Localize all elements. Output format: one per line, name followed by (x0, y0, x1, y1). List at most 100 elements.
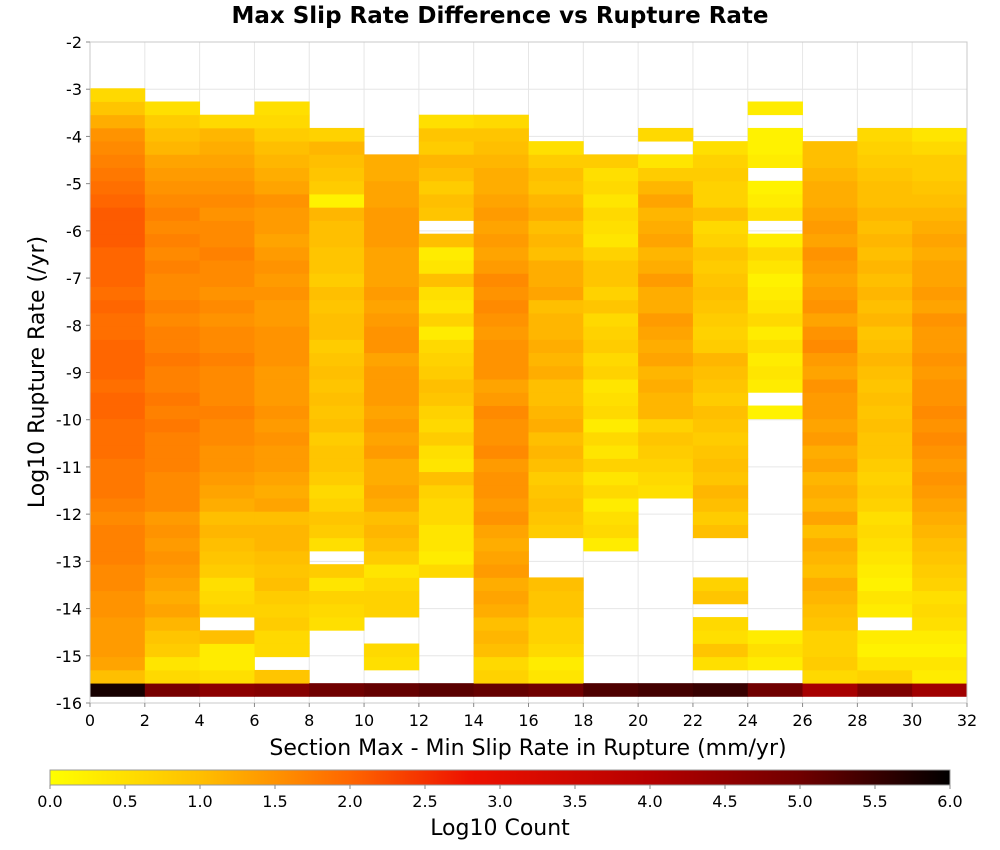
colorbar-label: Log10 Count (430, 816, 570, 841)
heatmap-cell (802, 537, 858, 552)
heatmap-cell (254, 101, 310, 116)
heatmap-cell (692, 445, 749, 459)
heatmap-cell (802, 260, 858, 274)
heatmap-cell (583, 339, 639, 354)
heatmap-cell (638, 352, 694, 367)
heatmap-cell (857, 405, 913, 420)
heatmap-cell (912, 365, 968, 380)
heatmap-cell (583, 313, 639, 327)
heatmap-cell (692, 207, 749, 221)
heatmap-cell (90, 167, 146, 182)
heatmap-cell (692, 379, 749, 393)
heatmap-cell (638, 339, 694, 354)
heatmap-cell (364, 405, 420, 420)
heatmap-cell (528, 273, 584, 287)
heatmap-cell (364, 220, 420, 235)
heatmap-cell (857, 418, 913, 433)
heatmap-cell (144, 550, 201, 565)
heatmap-cell (912, 405, 968, 420)
heatmap-cell (802, 207, 858, 221)
heatmap-cell (473, 180, 529, 195)
heatmap-cell (692, 141, 749, 155)
heatmap-cell (90, 299, 146, 314)
colorbar-tick-label: 1.5 (262, 792, 287, 811)
heatmap-cell (912, 273, 968, 287)
heatmap-cell (90, 392, 146, 406)
heatmap-cell (912, 141, 968, 155)
heatmap-cell (144, 220, 201, 235)
heatmap-cell (144, 617, 201, 631)
heatmap-cell (583, 484, 639, 499)
heatmap-cell (912, 260, 968, 274)
heatmap-cell (364, 537, 420, 552)
heatmap-cell (692, 617, 749, 631)
heatmap-cell (254, 617, 310, 631)
heatmap-cell (144, 564, 201, 578)
heatmap-cell (473, 220, 529, 235)
heatmap-cell (583, 379, 639, 393)
heatmap-cell (473, 418, 529, 433)
heatmap-cell (144, 445, 201, 459)
heatmap-cell (90, 643, 146, 658)
heatmap-cell (90, 617, 146, 631)
x-tick-label: 24 (738, 711, 758, 730)
heatmap-cell (528, 194, 584, 208)
heatmap-cell (418, 564, 475, 578)
heatmap-cell (418, 299, 475, 314)
heatmap-cell (144, 405, 201, 420)
heatmap-cell (199, 273, 255, 287)
heatmap-cell (857, 273, 913, 287)
heatmap-cell (254, 484, 310, 499)
heatmap-cell (90, 603, 146, 618)
heatmap-cell (473, 564, 529, 578)
heatmap-cell (473, 326, 529, 340)
heatmap-cell (802, 550, 858, 565)
heatmap-cell (473, 656, 529, 671)
heatmap-cell (418, 405, 475, 420)
heatmap-cell (802, 577, 858, 592)
heatmap-cell (418, 392, 475, 406)
x-tick-label: 26 (792, 711, 812, 730)
colorbar-tick-label: 6.0 (937, 792, 962, 811)
heatmap-cell (802, 194, 858, 208)
heatmap-cell (254, 392, 310, 406)
heatmap-cell (309, 471, 365, 486)
heatmap-cell (90, 484, 146, 499)
heatmap-cell (199, 630, 255, 644)
heatmap-cell (857, 233, 913, 248)
heatmap-cell (254, 260, 310, 274)
heatmap-cell (583, 471, 639, 486)
heatmap-cell (857, 352, 913, 367)
heatmap-cell (747, 260, 803, 274)
heatmap-cell (857, 339, 913, 354)
heatmap-cell (418, 326, 475, 340)
heatmap-cell (364, 577, 420, 592)
heatmap-cell (912, 392, 968, 406)
heatmap-cell (254, 141, 310, 155)
heatmap-cell (144, 299, 201, 314)
heatmap-cell (309, 352, 365, 367)
heatmap-cell (473, 643, 529, 658)
heatmap-cell (473, 286, 529, 301)
y-tick-label: -3 (66, 80, 82, 99)
heatmap-cell (583, 405, 639, 420)
heatmap-cell (583, 537, 639, 552)
heatmap-cell (802, 656, 858, 671)
heatmap-cell (90, 550, 146, 565)
heatmap-cell (638, 365, 694, 380)
heatmap-cell (857, 458, 913, 473)
heatmap-cell (364, 167, 420, 182)
heatmap-cell (857, 392, 913, 406)
heatmap-cell (528, 313, 584, 327)
heatmap-cell (638, 260, 694, 274)
y-axis-ticks: -2 -3 -4 -5 -6 -7 -8 -9 -10 -11 -12 -13 -14 -15 -16 (56, 33, 90, 713)
heatmap-cell (309, 484, 365, 499)
heatmap-cell (473, 524, 529, 539)
heatmap-cell (144, 524, 201, 539)
heatmap-cell (254, 180, 310, 195)
heatmap-cell (144, 656, 201, 671)
heatmap-cell (473, 114, 529, 129)
heatmap-cell (473, 299, 529, 314)
heatmap-cell (90, 326, 146, 340)
heatmap-cell (199, 246, 255, 261)
